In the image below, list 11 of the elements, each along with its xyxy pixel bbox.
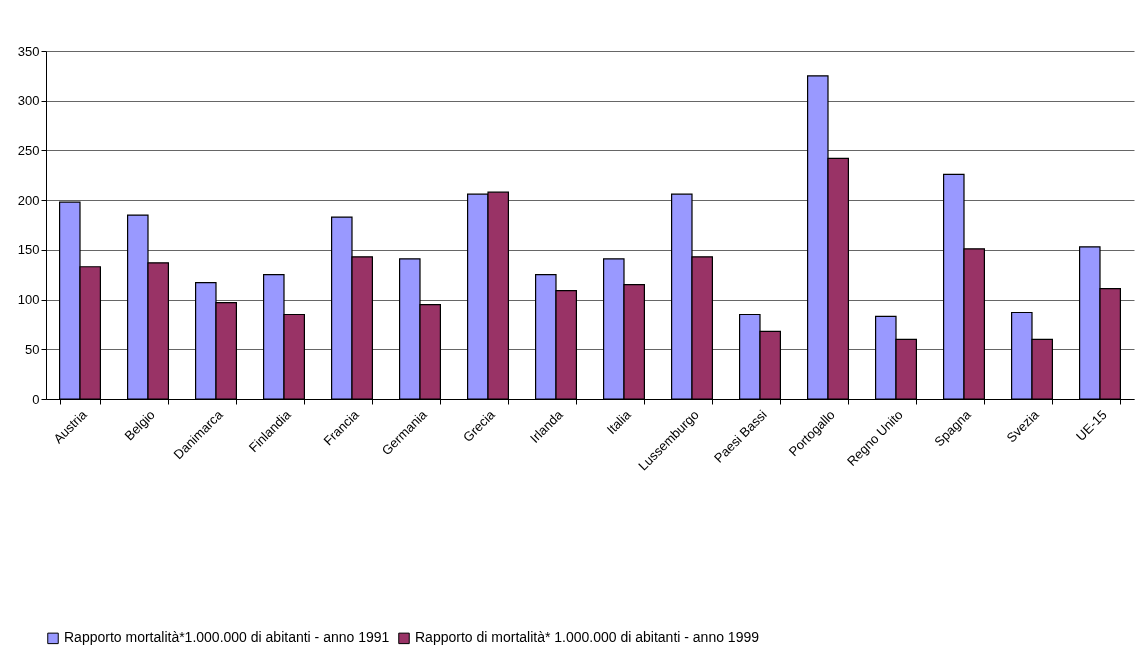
y-tick-label: 150 [17,242,40,258]
y-tick-label: 0 [32,391,40,407]
x-tick-label: Italia [603,406,635,438]
y-tick-label: 350 [17,43,40,59]
y-tick-label: 100 [17,292,40,308]
legend-label: Rapporto di mortalità* 1.000.000 di abitanti - anno 1999 [415,629,760,646]
y-tick-label: 50 [25,341,40,357]
y-tick-label: 250 [17,142,40,158]
y-tick-label: 300 [17,93,40,109]
y-tick-label: 200 [17,192,40,208]
legend-label: Rapporto mortalità*1.000.000 di abitanti - anno 1991 [64,629,390,646]
